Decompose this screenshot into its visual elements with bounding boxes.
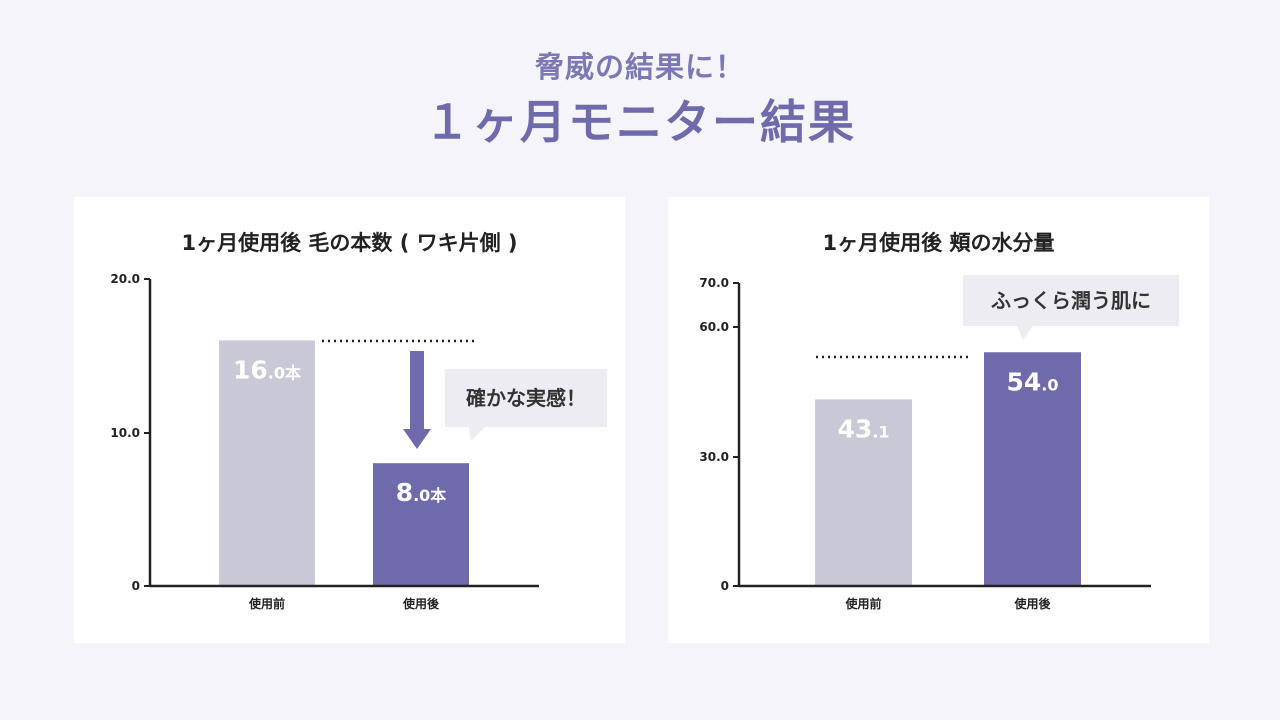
- bar-before: [815, 399, 912, 586]
- bar-label-after: 8.0本: [396, 478, 447, 507]
- page-title: １ヶ月モニター結果: [424, 95, 856, 149]
- hair-count-chart-title: 1ヶ月使用後 毛の本数 ( ワキ片側 ): [181, 231, 518, 255]
- down-arrow-head: [403, 429, 431, 449]
- hair-count-chart-panel: 1ヶ月使用後 毛の本数 ( ワキ片側 ) 16.0本使用前 8.0本使用後 0 10.…: [74, 197, 625, 643]
- bar-label-before: 43.1: [837, 414, 889, 443]
- moisture-chart-panel: 1ヶ月使用後 頬の水分量 43.1 使用前 54.0 使用後 0 30.0 60.0 70.0…: [668, 197, 1209, 643]
- moisture-chart: 43.1 使用前 54.0 使用後 0 30.0 60.0 70.0 ふっくら潤う肌に: [699, 275, 1179, 611]
- bar-after: [373, 463, 469, 586]
- category-label: 使用後: [402, 596, 440, 611]
- category-label: 使用後: [1013, 596, 1051, 611]
- down-arrow-shaft: [410, 351, 424, 431]
- y-tick-label: 60.0: [699, 320, 729, 334]
- y-tick-label: 0: [721, 579, 729, 593]
- y-tick-label: 20.0: [110, 272, 140, 286]
- category-label: 使用前: [844, 596, 881, 611]
- callout-box: [963, 275, 1179, 326]
- callout-tail: [469, 427, 485, 441]
- callout-tail: [1017, 326, 1033, 340]
- y-tick-label: 70.0: [699, 276, 729, 290]
- callout-box: [445, 369, 607, 427]
- bar-after: [984, 352, 1081, 586]
- bar-label-before: 16.0本: [233, 355, 301, 384]
- callout-text: ふっくら潤う肌に: [991, 289, 1151, 313]
- y-tick-label: 10.0: [110, 426, 140, 440]
- moisture-chart-title: 1ヶ月使用後 頬の水分量: [822, 231, 1055, 255]
- bar-label-after: 54.0: [1006, 367, 1058, 396]
- y-tick-label: 0: [132, 579, 140, 593]
- category-label: 使用前: [248, 596, 285, 611]
- callout-text: 確かな実感！: [466, 386, 586, 410]
- page-subtitle: 脅威の結果に！: [534, 50, 745, 84]
- y-tick-label: 30.0: [699, 450, 729, 464]
- bar-before: [219, 340, 315, 586]
